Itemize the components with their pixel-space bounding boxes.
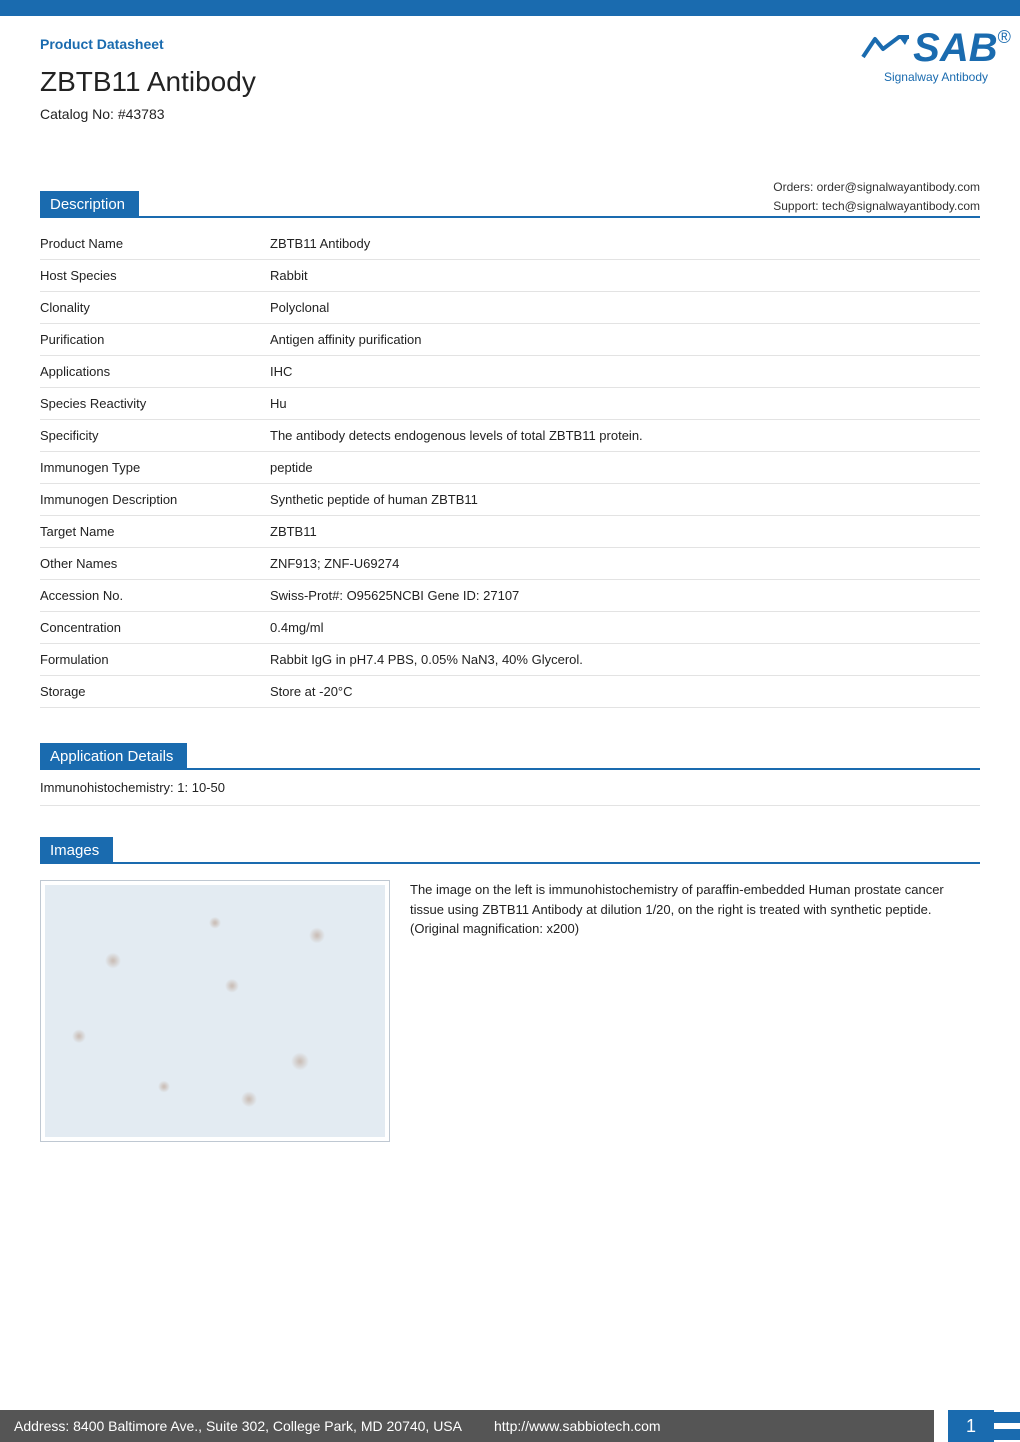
table-row-label: Target Name bbox=[40, 516, 270, 548]
table-row-label: Accession No. bbox=[40, 580, 270, 612]
product-title: ZBTB11 Antibody bbox=[40, 66, 980, 98]
table-row-value: IHC bbox=[270, 356, 980, 388]
table-row: Immunogen Typepeptide bbox=[40, 452, 980, 484]
section-header-images: Images bbox=[40, 837, 113, 864]
table-row: FormulationRabbit IgG in pH7.4 PBS, 0.05… bbox=[40, 644, 980, 676]
table-row-label: Immunogen Type bbox=[40, 452, 270, 484]
table-row-value: ZBTB11 bbox=[270, 516, 980, 548]
logo-mark: SAB® bbox=[856, 28, 1016, 68]
table-row-value: ZBTB11 Antibody bbox=[270, 228, 980, 260]
datasheet-label: Product Datasheet bbox=[40, 36, 980, 52]
top-bar bbox=[0, 0, 1020, 16]
table-row-value: Synthetic peptide of human ZBTB11 bbox=[270, 484, 980, 516]
table-row-label: Clonality bbox=[40, 292, 270, 324]
table-row-value: Antigen affinity purification bbox=[270, 324, 980, 356]
table-row: Immunogen DescriptionSynthetic peptide o… bbox=[40, 484, 980, 516]
table-row: ClonalityPolyclonal bbox=[40, 292, 980, 324]
table-row-value: Hu bbox=[270, 388, 980, 420]
section-underline bbox=[40, 216, 980, 218]
table-row-label: Specificity bbox=[40, 420, 270, 452]
table-row: Species ReactivityHu bbox=[40, 388, 980, 420]
orders-email: Orders: order@signalwayantibody.com bbox=[40, 178, 980, 197]
section-underline bbox=[40, 862, 980, 864]
table-row-value: Swiss-Prot#: O95625NCBI Gene ID: 27107 bbox=[270, 580, 980, 612]
table-row-label: Applications bbox=[40, 356, 270, 388]
table-row: StorageStore at -20°C bbox=[40, 676, 980, 708]
table-row: Concentration0.4mg/ml bbox=[40, 612, 980, 644]
table-row-label: Other Names bbox=[40, 548, 270, 580]
footer-page-number: 1 bbox=[948, 1410, 994, 1442]
table-row: Host SpeciesRabbit bbox=[40, 260, 980, 292]
table-row-label: Species Reactivity bbox=[40, 388, 270, 420]
table-row-value: ZNF913; ZNF-U69274 bbox=[270, 548, 980, 580]
application-details-text: Immunohistochemistry: 1: 10-50 bbox=[40, 770, 980, 806]
table-row: Product NameZBTB11 Antibody bbox=[40, 228, 980, 260]
table-row-label: Purification bbox=[40, 324, 270, 356]
logo-subtitle: Signalway Antibody bbox=[856, 70, 1016, 84]
table-row: PurificationAntigen affinity purificatio… bbox=[40, 324, 980, 356]
table-row-label: Formulation bbox=[40, 644, 270, 676]
table-row-label: Host Species bbox=[40, 260, 270, 292]
table-row-value: The antibody detects endogenous levels o… bbox=[270, 420, 980, 452]
table-row: Target NameZBTB11 bbox=[40, 516, 980, 548]
table-row-value: Polyclonal bbox=[270, 292, 980, 324]
company-logo: SAB® Signalway Antibody bbox=[856, 28, 1016, 84]
footer-decoration bbox=[994, 1410, 1020, 1442]
table-row-value: 0.4mg/ml bbox=[270, 612, 980, 644]
table-row: SpecificityThe antibody detects endogeno… bbox=[40, 420, 980, 452]
table-row-value: Store at -20°C bbox=[270, 676, 980, 708]
table-row-label: Product Name bbox=[40, 228, 270, 260]
table-row-value: Rabbit bbox=[270, 260, 980, 292]
image-caption: The image on the left is immunohistochem… bbox=[410, 880, 980, 1142]
ihc-image bbox=[40, 880, 390, 1142]
footer-address: Address: 8400 Baltimore Ave., Suite 302,… bbox=[14, 1418, 462, 1434]
table-row-label: Storage bbox=[40, 676, 270, 708]
table-row: Other NamesZNF913; ZNF-U69274 bbox=[40, 548, 980, 580]
table-row-value: Rabbit IgG in pH7.4 PBS, 0.05% NaN3, 40%… bbox=[270, 644, 980, 676]
footer: Address: 8400 Baltimore Ave., Suite 302,… bbox=[0, 1410, 1020, 1442]
table-row-label: Immunogen Description bbox=[40, 484, 270, 516]
section-header-app-details: Application Details bbox=[40, 743, 187, 770]
table-row-label: Concentration bbox=[40, 612, 270, 644]
section-header-description: Description bbox=[40, 191, 139, 218]
table-row: Accession No.Swiss-Prot#: O95625NCBI Gen… bbox=[40, 580, 980, 612]
description-table: Product NameZBTB11 AntibodyHost SpeciesR… bbox=[40, 228, 980, 708]
table-row: ApplicationsIHC bbox=[40, 356, 980, 388]
table-row-value: peptide bbox=[270, 452, 980, 484]
footer-url: http://www.sabbiotech.com bbox=[494, 1418, 661, 1434]
ihc-image-placeholder bbox=[45, 885, 385, 1137]
catalog-number: Catalog No: #43783 bbox=[40, 106, 980, 122]
